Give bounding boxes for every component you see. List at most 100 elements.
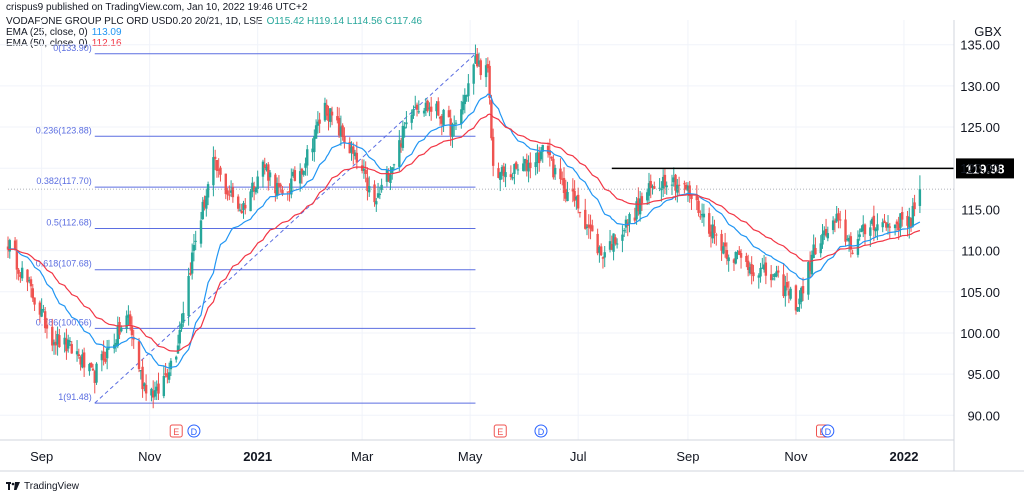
candle-body xyxy=(231,187,235,198)
candle-body xyxy=(734,251,737,264)
candle-body xyxy=(608,241,612,250)
candle-body xyxy=(157,383,160,394)
price-chart[interactable]: 0(133.90) 0.236(123.88) 0.382(117.70) 0.5(1… xyxy=(0,0,1024,477)
candle-body xyxy=(553,167,557,175)
candle-body xyxy=(571,188,575,192)
candle-body xyxy=(437,101,440,116)
candle-body xyxy=(242,203,245,211)
candle-body xyxy=(720,233,723,251)
candle-body xyxy=(888,226,891,228)
y-tick-label: 120.00 xyxy=(960,161,1000,176)
dividend-marker xyxy=(821,424,835,438)
candle-body xyxy=(43,311,47,329)
candle-body xyxy=(166,373,169,378)
candle-body xyxy=(536,152,539,164)
candle-body xyxy=(263,164,266,168)
candle-body xyxy=(120,327,123,332)
candle-body xyxy=(638,198,642,215)
candle-body xyxy=(819,243,822,254)
candle-body xyxy=(598,246,601,253)
ema-lines xyxy=(7,93,921,369)
candle-body xyxy=(514,162,518,169)
ohlc-values: O115.42 H119.14 L114.56 C117.46 xyxy=(266,16,423,27)
candle-body xyxy=(849,236,853,250)
footer: TradingView xyxy=(0,477,1024,497)
candle-body xyxy=(414,106,417,108)
candle-body xyxy=(745,256,748,262)
candle-body xyxy=(13,240,17,250)
candle-body xyxy=(368,186,371,193)
fib-level-label: 0.786(100.56) xyxy=(36,317,92,327)
candle-body xyxy=(226,190,229,195)
event-markers: EDEDED xyxy=(169,424,835,438)
candle-body xyxy=(162,375,166,397)
candle-body xyxy=(846,238,849,240)
candle-body xyxy=(387,173,390,182)
candle-body xyxy=(143,383,146,387)
candle-body xyxy=(522,163,525,171)
fib-level-label: 1(91.48) xyxy=(58,392,92,402)
candle-body xyxy=(353,152,357,157)
candle-body xyxy=(107,347,111,349)
candle-body xyxy=(876,224,879,231)
candle-body xyxy=(65,338,68,352)
ema25-value: 113.09 xyxy=(91,27,122,38)
candle-body xyxy=(175,356,178,360)
candle-body xyxy=(851,252,854,254)
candle-body xyxy=(203,199,206,208)
candle-body xyxy=(58,335,61,348)
candle-body xyxy=(688,185,691,197)
candle-body xyxy=(839,219,842,221)
candle-body xyxy=(550,156,553,159)
candle-body xyxy=(723,242,727,247)
candle-body xyxy=(559,168,562,180)
candle-body xyxy=(488,65,491,99)
candle-body xyxy=(141,366,144,390)
candle-body xyxy=(67,339,70,349)
candle-body xyxy=(479,60,482,76)
candle-body xyxy=(205,195,208,209)
candle-body xyxy=(125,315,128,330)
candle-body xyxy=(293,170,297,181)
candle-body xyxy=(725,250,729,259)
candle-body xyxy=(187,275,190,316)
dividend-marker-label: D xyxy=(538,427,545,437)
candle-body xyxy=(40,308,43,317)
candle-body xyxy=(649,180,652,189)
dividend-marker xyxy=(534,424,548,438)
candle-body xyxy=(500,167,504,174)
level-price-label: 119.98 xyxy=(965,161,1004,176)
x-tick-label: 2022 xyxy=(890,449,919,464)
candle-body xyxy=(313,136,316,152)
legend-symbol-row: VODAFONE GROUP PLC ORD USD0.20 20/21, 1D… xyxy=(6,16,426,27)
candle-body xyxy=(771,278,775,280)
candle-body xyxy=(82,352,86,368)
tradingview-logo-icon xyxy=(6,482,20,490)
candle-body xyxy=(897,223,900,231)
candle-body xyxy=(909,217,913,226)
candle-body xyxy=(628,214,631,224)
candle-body xyxy=(835,213,838,222)
candle-body xyxy=(707,213,711,234)
ema50-value: 112.16 xyxy=(91,38,122,49)
candle-body xyxy=(748,267,752,274)
candle-body xyxy=(784,285,787,297)
candle-body xyxy=(290,178,293,195)
y-tick-label: 95.00 xyxy=(967,367,1000,382)
candle-body xyxy=(665,185,668,188)
candle-body xyxy=(151,390,155,398)
candle-body xyxy=(167,372,171,380)
candle-body xyxy=(759,267,762,277)
candle-body xyxy=(251,182,254,193)
candle-body xyxy=(116,325,119,347)
candle-body xyxy=(435,103,438,112)
candle-body xyxy=(697,200,700,214)
candle-body xyxy=(422,110,426,114)
candle-body xyxy=(238,209,242,211)
candle-body xyxy=(548,150,552,156)
candle-body xyxy=(417,111,420,113)
candle-body xyxy=(837,213,840,220)
candle-body xyxy=(26,269,29,283)
candle-body xyxy=(385,170,389,182)
candle-body xyxy=(738,250,741,255)
